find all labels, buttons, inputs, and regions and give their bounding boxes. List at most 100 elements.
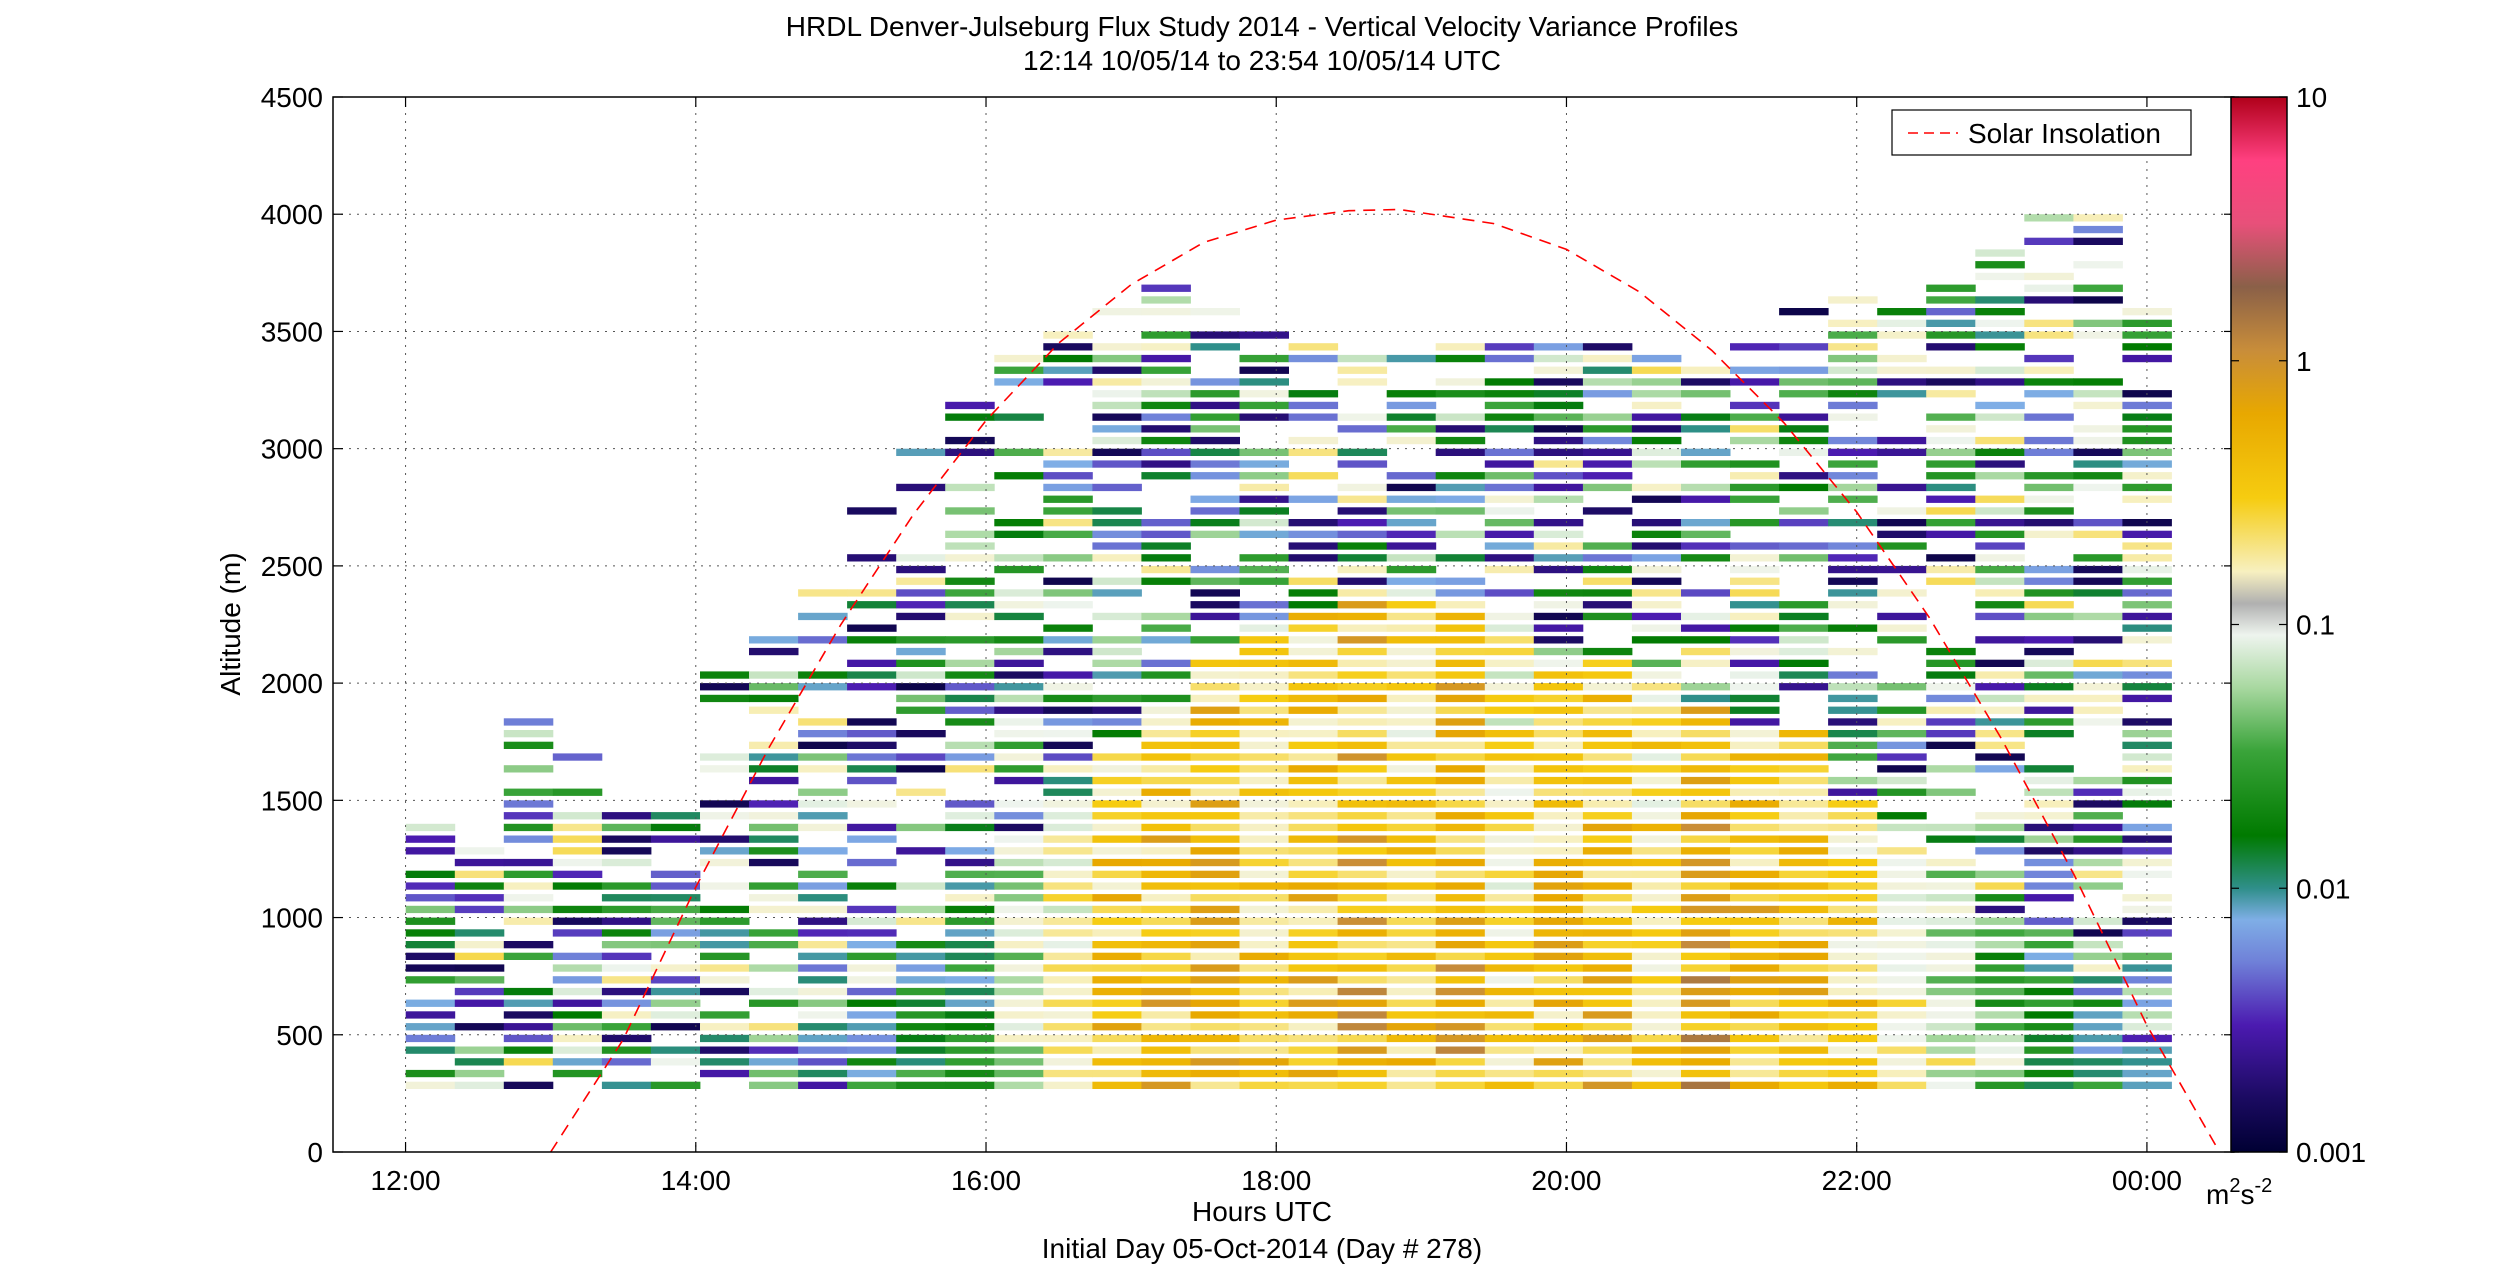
variance-cell bbox=[994, 823, 1044, 832]
variance-cell bbox=[1926, 378, 1976, 386]
variance-cell bbox=[503, 765, 554, 773]
variance-cell bbox=[1337, 542, 1388, 550]
variance-cell bbox=[1337, 999, 1388, 1007]
variance-cell bbox=[1337, 1011, 1388, 1019]
variance-cell bbox=[1730, 425, 1780, 433]
variance-cell bbox=[2024, 1034, 2074, 1043]
variance-cell bbox=[847, 952, 897, 960]
variance-cell bbox=[1975, 296, 2025, 304]
variance-cell bbox=[1926, 765, 1976, 773]
variance-cell bbox=[1877, 366, 1927, 374]
variance-cell bbox=[1435, 1023, 1486, 1031]
variance-cell bbox=[1533, 882, 1584, 890]
variance-cell bbox=[1631, 495, 1682, 503]
variance-cell bbox=[2122, 495, 2172, 503]
variance-cell bbox=[1190, 495, 1240, 503]
variance-cell bbox=[847, 1081, 897, 1089]
variance-cell bbox=[1043, 870, 1093, 878]
variance-cell bbox=[1484, 343, 1535, 351]
variance-cell bbox=[1092, 987, 1142, 996]
variance-cell bbox=[1484, 659, 1535, 667]
variance-cell bbox=[2073, 378, 2123, 386]
variance-cell bbox=[896, 448, 946, 456]
variance-cell bbox=[1141, 577, 1191, 585]
variance-cell bbox=[1779, 448, 1829, 456]
variance-cell bbox=[896, 601, 946, 609]
variance-cell bbox=[1141, 612, 1191, 621]
variance-cell bbox=[1779, 366, 1829, 374]
variance-cell bbox=[1779, 1046, 1829, 1054]
variance-cell bbox=[945, 718, 995, 726]
variance-cell bbox=[1877, 542, 1927, 550]
variance-cell bbox=[601, 882, 652, 890]
colorbar-unit-mid: s bbox=[2240, 1179, 2254, 1210]
variance-cell bbox=[1877, 1023, 1927, 1031]
variance-cell bbox=[1337, 425, 1388, 433]
colorbar-unit-sup1: 2 bbox=[2229, 1175, 2240, 1197]
variance-cell bbox=[2024, 1069, 2074, 1078]
variance-cell bbox=[1386, 472, 1437, 480]
variance-cell bbox=[2024, 647, 2074, 656]
variance-cell bbox=[1779, 542, 1829, 550]
variance-cell bbox=[2073, 401, 2123, 410]
variance-cell bbox=[1239, 765, 1289, 773]
variance-cell bbox=[1533, 812, 1584, 820]
variance-cell bbox=[2073, 565, 2123, 574]
variance-cell bbox=[2024, 683, 2074, 691]
variance-cell bbox=[1484, 589, 1535, 597]
variance-cell bbox=[2122, 987, 2172, 996]
variance-cell bbox=[1975, 331, 2025, 339]
variance-cell bbox=[2122, 1011, 2172, 1019]
variance-cell bbox=[1926, 730, 1976, 738]
variance-cell bbox=[700, 835, 750, 843]
variance-cell bbox=[1631, 636, 1682, 644]
variance-cell bbox=[1484, 354, 1535, 363]
variance-cell bbox=[749, 671, 799, 679]
variance-cell bbox=[1975, 636, 2025, 644]
variance-cell bbox=[700, 1023, 750, 1031]
variance-cell bbox=[1239, 741, 1289, 749]
variance-cell bbox=[945, 929, 995, 937]
variance-cell bbox=[945, 1011, 995, 1019]
variance-cell bbox=[2122, 448, 2172, 456]
variance-cell bbox=[2024, 882, 2074, 890]
variance-cell bbox=[1533, 706, 1584, 714]
variance-cell bbox=[1975, 718, 2025, 726]
variance-cell bbox=[1484, 776, 1535, 785]
variance-cell bbox=[994, 1081, 1044, 1089]
variance-cell bbox=[1484, 999, 1535, 1007]
variance-cell bbox=[1730, 1069, 1780, 1078]
variance-cell bbox=[2024, 378, 2074, 386]
variance-cell bbox=[994, 519, 1044, 527]
variance-cell bbox=[1975, 905, 2025, 914]
variance-cell bbox=[1288, 718, 1339, 726]
variance-cell bbox=[945, 964, 995, 972]
variance-cell bbox=[454, 952, 505, 960]
variance-cell bbox=[1681, 647, 1731, 656]
plot-area: 12:00 14:00 16:00 18:00 20:00 22:00 00:00 0500… bbox=[261, 82, 2235, 1196]
variance-cell bbox=[1435, 472, 1486, 480]
variance-cell bbox=[1877, 308, 1927, 316]
variance-cell bbox=[1975, 1011, 2025, 1019]
variance-cell bbox=[1092, 753, 1142, 761]
variance-cell bbox=[1533, 730, 1584, 738]
variance-cell bbox=[1828, 812, 1878, 820]
variance-cell bbox=[1484, 448, 1535, 456]
variance-cell bbox=[1975, 999, 2025, 1007]
variance-cell bbox=[552, 987, 603, 996]
variance-cell bbox=[1337, 929, 1388, 937]
variance-cell bbox=[405, 999, 456, 1007]
variance-cell bbox=[1779, 941, 1829, 949]
variance-cell bbox=[1288, 554, 1339, 562]
variance-cell bbox=[1779, 987, 1829, 996]
variance-cell bbox=[1239, 952, 1289, 960]
variance-cell bbox=[1730, 718, 1780, 726]
variance-cell bbox=[1533, 776, 1584, 785]
variance-cell bbox=[798, 882, 848, 890]
variance-cell bbox=[1631, 694, 1682, 703]
variance-cell bbox=[1975, 753, 2025, 761]
variance-cell bbox=[1877, 1081, 1927, 1089]
variance-cell bbox=[1877, 730, 1927, 738]
variance-cell bbox=[1288, 894, 1339, 902]
variance-cell bbox=[1288, 671, 1339, 679]
